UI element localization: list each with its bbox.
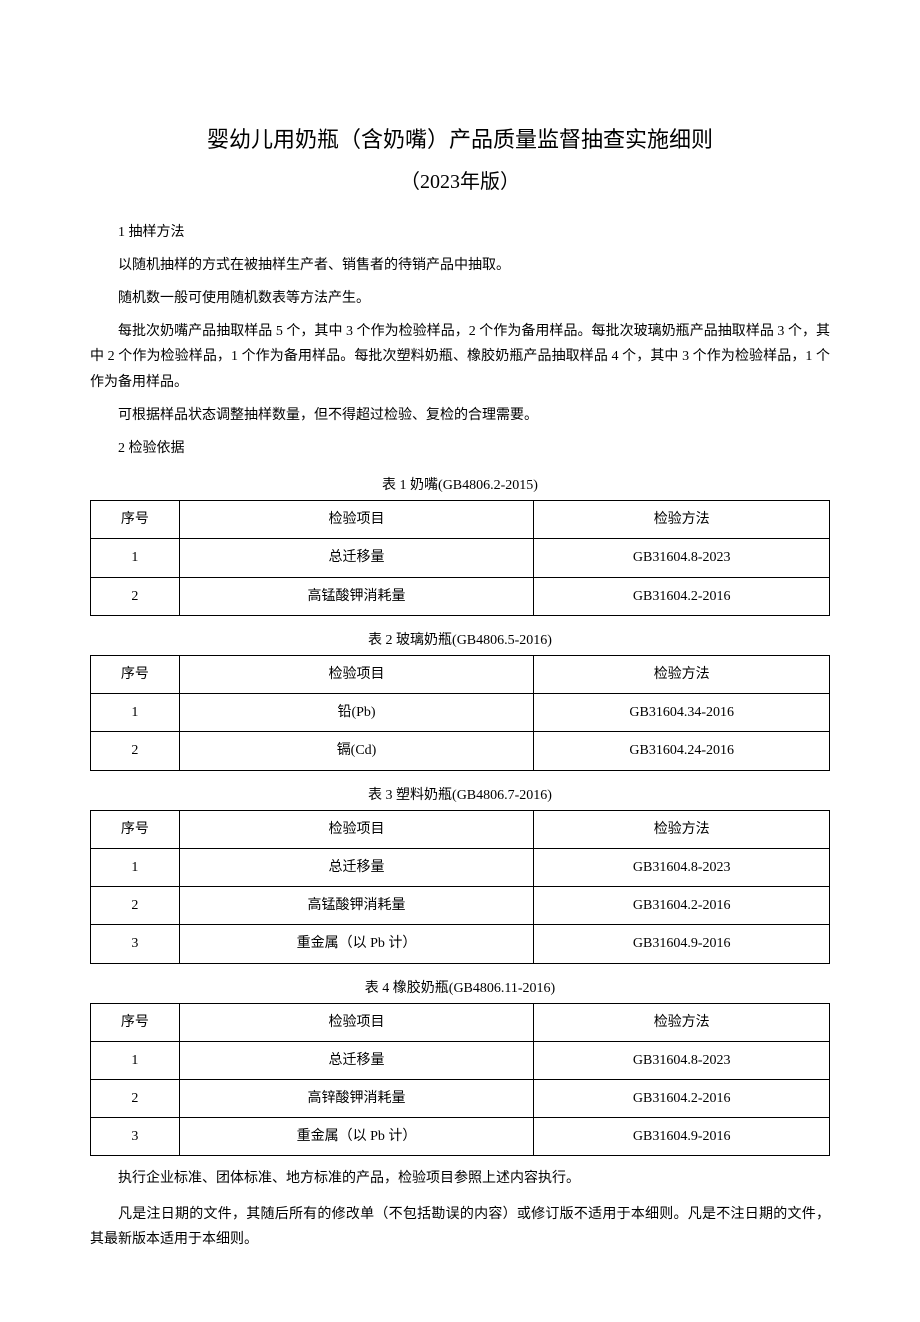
cell-seq: 3 <box>91 925 180 963</box>
cell-seq: 1 <box>91 1041 180 1079</box>
cell-method: GB31604.9-2016 <box>534 1118 830 1156</box>
table-4: 序号 检验项目 检验方法 1 总迁移量 GB31604.8-2023 2 高锌酸… <box>90 1003 830 1157</box>
table-row: 3 重金属（以 Pb 计） GB31604.9-2016 <box>91 925 830 963</box>
cell-item: 镉(Cd) <box>179 732 534 770</box>
cell-item: 总迁移量 <box>179 848 534 886</box>
table-header-row: 序号 检验项目 检验方法 <box>91 656 830 694</box>
header-method: 检验方法 <box>534 501 830 539</box>
cell-item: 总迁移量 <box>179 539 534 577</box>
section-1-p4: 可根据样品状态调整抽样数量，但不得超过检验、复检的合理需要。 <box>90 403 830 428</box>
table-1: 序号 检验项目 检验方法 1 总迁移量 GB31604.8-2023 2 高锰酸… <box>90 500 830 616</box>
cell-item: 高锌酸钾消耗量 <box>179 1080 534 1118</box>
footnote-1: 执行企业标准、团体标准、地方标准的产品，检验项目参照上述内容执行。 <box>90 1166 830 1191</box>
cell-method: GB31604.24-2016 <box>534 732 830 770</box>
header-method: 检验方法 <box>534 1003 830 1041</box>
cell-item: 重金属（以 Pb 计） <box>179 925 534 963</box>
cell-seq: 2 <box>91 887 180 925</box>
table-header-row: 序号 检验项目 检验方法 <box>91 501 830 539</box>
cell-seq: 3 <box>91 1118 180 1156</box>
table-row: 1 总迁移量 GB31604.8-2023 <box>91 848 830 886</box>
table-row: 2 高锰酸钾消耗量 GB31604.2-2016 <box>91 577 830 615</box>
cell-method: GB31604.8-2023 <box>534 848 830 886</box>
cell-method: GB31604.8-2023 <box>534 1041 830 1079</box>
table-row: 1 总迁移量 GB31604.8-2023 <box>91 1041 830 1079</box>
table-row: 2 镉(Cd) GB31604.24-2016 <box>91 732 830 770</box>
section-1-p3: 每批次奶嘴产品抽取样品 5 个，其中 3 个作为检验样品，2 个作为备用样品。每… <box>90 319 830 395</box>
table-3-caption: 表 3 塑料奶瓶(GB4806.7-2016) <box>90 783 830 808</box>
section-1-p1: 以随机抽样的方式在被抽样生产者、销售者的待销产品中抽取。 <box>90 253 830 278</box>
header-seq: 序号 <box>91 810 180 848</box>
table-2: 序号 检验项目 检验方法 1 铅(Pb) GB31604.34-2016 2 镉… <box>90 655 830 771</box>
cell-item: 高锰酸钾消耗量 <box>179 887 534 925</box>
table-row: 2 高锰酸钾消耗量 GB31604.2-2016 <box>91 887 830 925</box>
table-row: 2 高锌酸钾消耗量 GB31604.2-2016 <box>91 1080 830 1118</box>
header-item: 检验项目 <box>179 1003 534 1041</box>
table-header-row: 序号 检验项目 检验方法 <box>91 1003 830 1041</box>
section-2-heading: 2 检验依据 <box>90 436 830 461</box>
section-1-heading: 1 抽样方法 <box>90 220 830 245</box>
header-item: 检验项目 <box>179 656 534 694</box>
cell-item: 高锰酸钾消耗量 <box>179 577 534 615</box>
cell-method: GB31604.34-2016 <box>534 694 830 732</box>
header-seq: 序号 <box>91 1003 180 1041</box>
table-1-caption: 表 1 奶嘴(GB4806.2-2015) <box>90 473 830 498</box>
cell-seq: 2 <box>91 732 180 770</box>
table-2-caption: 表 2 玻璃奶瓶(GB4806.5-2016) <box>90 628 830 653</box>
cell-item: 重金属（以 Pb 计） <box>179 1118 534 1156</box>
header-seq: 序号 <box>91 656 180 694</box>
cell-item: 铅(Pb) <box>179 694 534 732</box>
table-row: 1 铅(Pb) GB31604.34-2016 <box>91 694 830 732</box>
footnote-2: 凡是注日期的文件，其随后所有的修改单（不包括勘误的内容）或修订版不适用于本细则。… <box>90 1202 830 1252</box>
table-row: 1 总迁移量 GB31604.8-2023 <box>91 539 830 577</box>
cell-method: GB31604.2-2016 <box>534 577 830 615</box>
table-row: 3 重金属（以 Pb 计） GB31604.9-2016 <box>91 1118 830 1156</box>
table-3: 序号 检验项目 检验方法 1 总迁移量 GB31604.8-2023 2 高锰酸… <box>90 810 830 964</box>
header-method: 检验方法 <box>534 810 830 848</box>
table-4-caption: 表 4 橡胶奶瓶(GB4806.11-2016) <box>90 976 830 1001</box>
cell-seq: 1 <box>91 694 180 732</box>
header-item: 检验项目 <box>179 810 534 848</box>
cell-method: GB31604.2-2016 <box>534 1080 830 1118</box>
cell-seq: 1 <box>91 539 180 577</box>
cell-method: GB31604.8-2023 <box>534 539 830 577</box>
cell-seq: 2 <box>91 1080 180 1118</box>
cell-method: GB31604.2-2016 <box>534 887 830 925</box>
cell-seq: 2 <box>91 577 180 615</box>
header-seq: 序号 <box>91 501 180 539</box>
header-method: 检验方法 <box>534 656 830 694</box>
section-1-p2: 随机数一般可使用随机数表等方法产生。 <box>90 286 830 311</box>
document-subtitle: （2023年版） <box>90 164 830 200</box>
cell-item: 总迁移量 <box>179 1041 534 1079</box>
cell-method: GB31604.9-2016 <box>534 925 830 963</box>
cell-seq: 1 <box>91 848 180 886</box>
document-title: 婴幼儿用奶瓶（含奶嘴）产品质量监督抽查实施细则 <box>90 120 830 160</box>
table-header-row: 序号 检验项目 检验方法 <box>91 810 830 848</box>
header-item: 检验项目 <box>179 501 534 539</box>
